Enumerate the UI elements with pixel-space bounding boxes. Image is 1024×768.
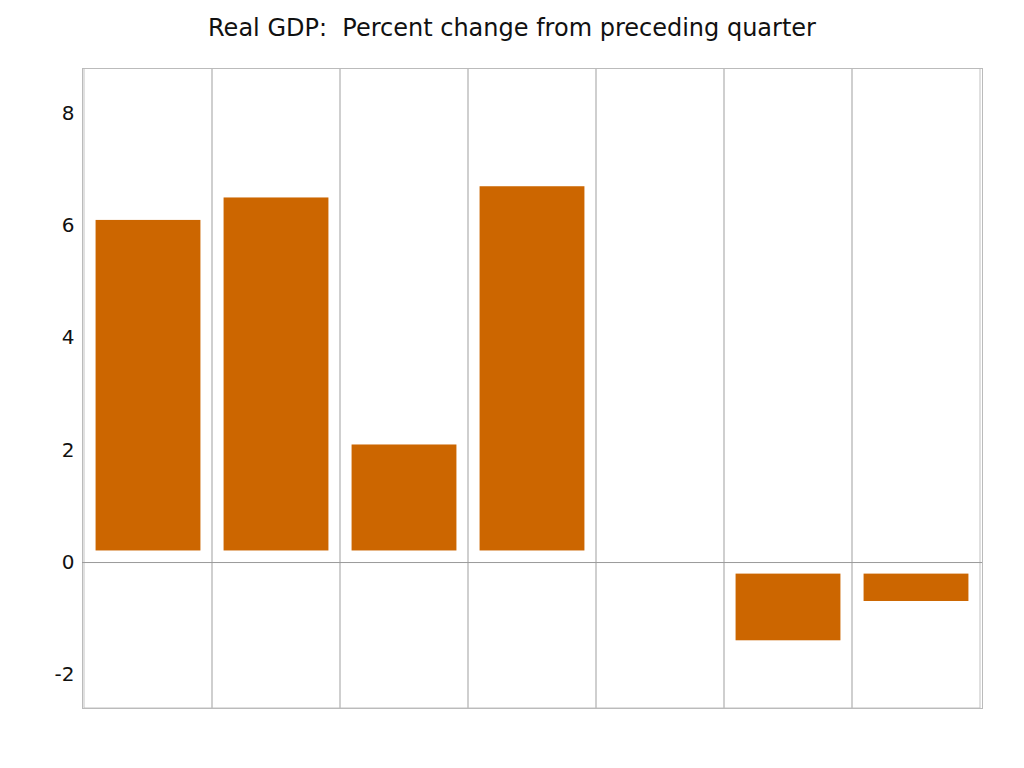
svg-text:-2: -2 <box>55 662 75 686</box>
svg-text:2: 2 <box>62 438 75 462</box>
svg-text:0: 0 <box>62 550 75 574</box>
html-text:Real GDP: Percent change from: Real GDP: Percent change from preceding … <box>208 14 816 42</box>
svg-text:8: 8 <box>62 101 75 125</box>
svg-text:6: 6 <box>62 213 75 237</box>
svg-text:4: 4 <box>62 325 75 349</box>
